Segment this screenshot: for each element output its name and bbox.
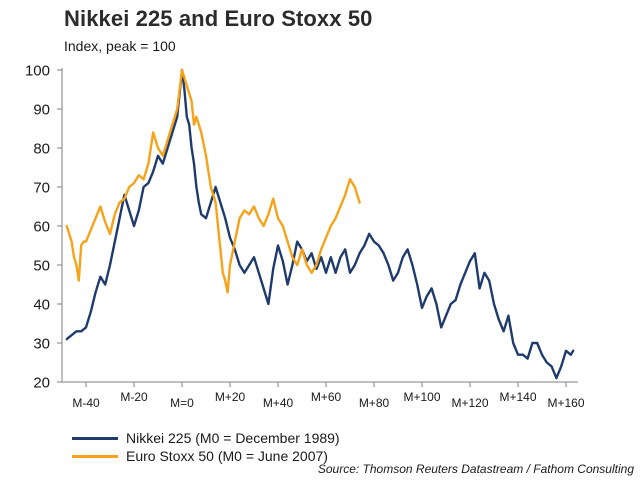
x-tick-label: M+100 <box>403 390 440 404</box>
y-tick-label: 80 <box>33 141 50 158</box>
x-tick-label: M+160 <box>547 396 584 410</box>
chart-subtitle: Index, peak = 100 <box>64 38 176 54</box>
legend-swatch-nikkei <box>72 436 118 440</box>
legend-item-eurostoxx: Euro Stoxx 50 (M0 = June 2007) <box>72 447 340 465</box>
legend-swatch-eurostoxx <box>72 454 118 458</box>
series-line-nikkei <box>65 68 575 380</box>
x-tick-label: M-40 <box>72 396 100 410</box>
legend-label-nikkei: Nikkei 225 (M0 = December 1989) <box>126 430 340 446</box>
legend-label-eurostoxx: Euro Stoxx 50 (M0 = June 2007) <box>126 448 328 464</box>
x-tick-label: M-20 <box>120 390 148 404</box>
y-tick-label: 60 <box>33 219 50 236</box>
source-note: Source: Thomson Reuters Datastream / Fat… <box>317 462 634 476</box>
x-tick-label: M+80 <box>359 396 390 410</box>
y-tick-label: 40 <box>33 297 50 314</box>
x-tick-label: M+120 <box>451 396 488 410</box>
legend: Nikkei 225 (M0 = December 1989) Euro Sto… <box>72 429 340 465</box>
series-line-eurostoxx <box>65 68 361 294</box>
line-chart: 20 30 40 50 60 70 80 90 100 M-40 M-20 M=0 M+20 M+40 M+… <box>25 63 585 411</box>
series-layer <box>65 68 575 380</box>
x-tick-label: M+40 <box>263 396 294 410</box>
chart-title: Nikkei 225 and Euro Stoxx 50 <box>64 6 373 31</box>
axes: 20 30 40 50 60 70 80 90 100 M-40 M-20 M=0 M+20 M+40 M+… <box>25 63 585 411</box>
y-tick-label: 100 <box>25 63 50 80</box>
x-tick-label: M+60 <box>311 390 342 404</box>
x-tick-label: M+140 <box>499 390 536 404</box>
y-tick-label: 70 <box>33 180 50 197</box>
legend-item-nikkei: Nikkei 225 (M0 = December 1989) <box>72 429 340 447</box>
x-tick-label: M=0 <box>170 396 194 410</box>
y-tick-label: 50 <box>33 258 50 275</box>
y-tick-label: 20 <box>33 375 50 392</box>
y-tick-label: 90 <box>33 102 50 119</box>
x-tick-label: M+20 <box>215 390 246 404</box>
y-tick-label: 30 <box>33 336 50 353</box>
